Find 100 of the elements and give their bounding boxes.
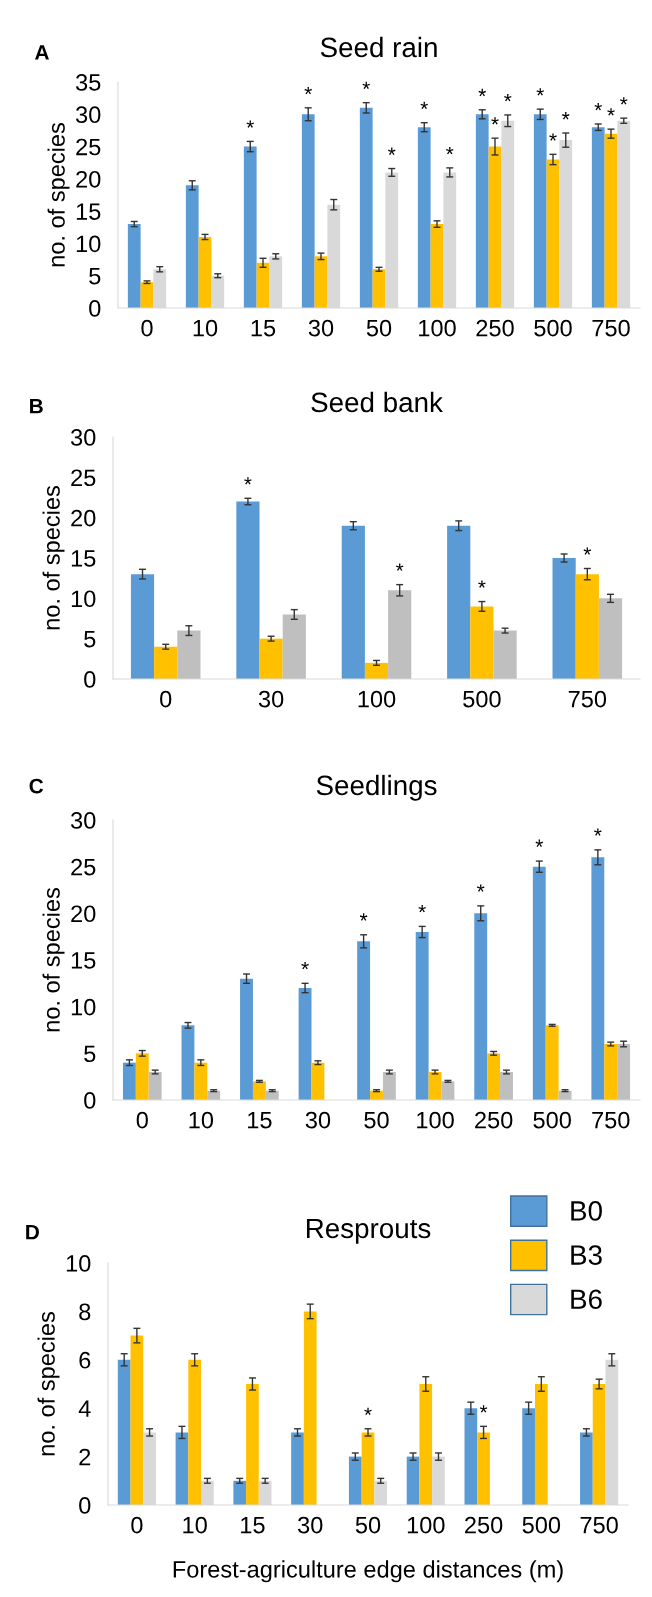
x-tick-label: 30 — [297, 1516, 323, 1534]
x-tick-label: 0 — [131, 1516, 143, 1534]
y-tick-label: 4 — [78, 1400, 91, 1417]
bar — [415, 932, 429, 1100]
bar — [236, 501, 260, 679]
bar — [198, 236, 212, 308]
x-tick-label: 0 — [141, 319, 153, 337]
x-axis-title: Forest-agriculture edge distances (m) — [173, 1560, 563, 1583]
data-label: * — [479, 1405, 488, 1413]
chart-title: Resprouts — [306, 1218, 431, 1244]
bar — [533, 114, 547, 308]
y-tick-label: 20 — [76, 170, 101, 188]
bar — [388, 590, 412, 679]
bar — [598, 598, 623, 679]
y-tick-label: 10 — [66, 1255, 91, 1272]
x-tick-label: 50 — [364, 1111, 389, 1129]
y-tick-label: 20 — [71, 509, 96, 527]
bar — [464, 1408, 478, 1505]
y-axis-title: no. of species — [37, 1312, 60, 1456]
x-tick-label: 500 — [534, 319, 572, 337]
data-label: * — [362, 81, 370, 90]
bar — [148, 1072, 162, 1100]
bar — [135, 1053, 149, 1100]
y-tick-label: 30 — [70, 429, 96, 446]
y-tick-label: 2 — [79, 1448, 91, 1466]
x-tick-label: 15 — [251, 319, 276, 337]
bar — [552, 558, 576, 679]
data-label: * — [594, 103, 602, 111]
bar — [417, 127, 431, 308]
data-label: * — [536, 88, 544, 96]
data-label: * — [246, 120, 254, 128]
data-label: * — [535, 839, 544, 847]
bar — [282, 614, 306, 679]
bar — [246, 1384, 259, 1505]
y-axis-title: no. of species — [42, 486, 65, 630]
y-tick-label: 0 — [84, 671, 96, 688]
data-label: * — [477, 884, 485, 892]
text: B — [30, 398, 43, 414]
data-label: * — [478, 580, 486, 588]
data-label: * — [420, 101, 428, 110]
bar — [474, 913, 488, 1100]
chart-title: Seed rain — [320, 36, 437, 58]
bar — [194, 1062, 208, 1100]
bar — [185, 185, 199, 308]
y-tick-label: 35 — [75, 74, 101, 91]
x-tick-label: 750 — [580, 1516, 618, 1534]
data-label: * — [244, 477, 252, 485]
data-label: * — [395, 563, 404, 571]
data-label: * — [504, 94, 512, 102]
legend-label: B3 — [571, 1245, 602, 1265]
x-tick-label: 250 — [476, 319, 514, 337]
bar — [500, 1072, 513, 1100]
x-tick-label: 50 — [366, 319, 392, 337]
x-tick-label: 500 — [533, 1111, 571, 1129]
x-tick-label: 500 — [463, 690, 501, 708]
bar — [532, 866, 546, 1100]
x-tick-label: 250 — [475, 1111, 513, 1129]
data-label: * — [562, 112, 570, 120]
data-label: * — [491, 117, 499, 125]
bar — [447, 525, 471, 679]
bar — [359, 107, 373, 308]
bar — [341, 525, 365, 679]
data-label: * — [418, 904, 426, 913]
bar — [470, 606, 494, 679]
x-tick-label: 10 — [183, 1516, 207, 1534]
bar — [140, 282, 154, 308]
data-label: * — [583, 547, 592, 555]
bar — [233, 1480, 247, 1505]
bar — [303, 1311, 317, 1505]
x-tick-label: 250 — [465, 1516, 503, 1534]
data-label: * — [301, 961, 309, 970]
bar — [419, 1384, 433, 1505]
data-label: * — [607, 108, 615, 116]
bar — [117, 1359, 131, 1505]
x-tick-label: 15 — [241, 1516, 265, 1534]
x-tick-label: 100 — [407, 1516, 445, 1534]
data-label: * — [446, 146, 454, 155]
y-tick-label: 25 — [71, 858, 96, 876]
bar — [382, 1072, 396, 1100]
bar — [534, 1384, 548, 1505]
x-tick-label: 30 — [258, 690, 284, 708]
text: C — [29, 778, 44, 794]
bar — [256, 262, 270, 308]
bar — [430, 224, 444, 308]
bar — [488, 146, 502, 308]
bar — [177, 630, 201, 679]
y-tick-label: 30 — [75, 106, 101, 124]
x-tick-label: 10 — [193, 319, 218, 337]
y-axis-title: no. of species — [47, 123, 70, 267]
bar — [301, 114, 315, 308]
bar — [252, 1081, 266, 1100]
x-tick-label: 50 — [355, 1516, 381, 1534]
bar — [154, 646, 178, 679]
bar — [493, 630, 517, 679]
bar — [122, 1062, 136, 1100]
bar — [575, 574, 599, 679]
bar — [175, 1432, 189, 1505]
y-tick-label: 10 — [76, 235, 101, 253]
y-tick-label: 15 — [76, 203, 101, 220]
x-tick-label: 100 — [419, 319, 456, 337]
